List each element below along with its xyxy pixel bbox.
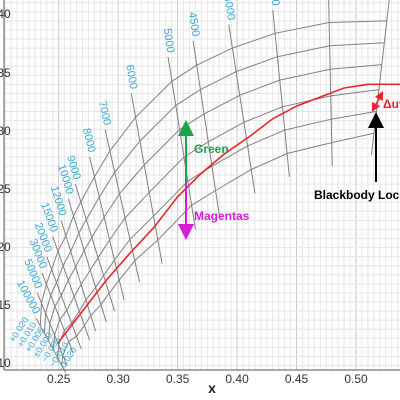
isotherm-12000 xyxy=(60,220,97,332)
y-tick-label: .25 xyxy=(0,182,11,196)
isotherm-100000 xyxy=(35,318,67,373)
x-tick-label: 0.35 xyxy=(166,372,190,386)
y-tick-label: .20 xyxy=(0,240,11,254)
axis-ticks: 0.25 0.30 0.35 0.40 0.45 0.50 .40 .35 .30 .25 .20.… xyxy=(0,7,368,386)
y-tick-label: .35 xyxy=(0,66,11,80)
x-tick-label: 0.40 xyxy=(225,372,249,386)
x-axis-label: x xyxy=(208,380,216,396)
isotherm-2500 xyxy=(370,0,390,156)
cct-label-4500: 4500 xyxy=(186,11,201,37)
isotherm-30000 xyxy=(41,272,74,353)
cct-label-7000: 7000 xyxy=(96,100,113,127)
isotherm-9000 xyxy=(74,183,116,312)
isotherm-4000 xyxy=(228,24,256,194)
magenta-label: Magentas xyxy=(194,209,250,223)
cct-label-6000: 6000 xyxy=(123,64,139,90)
cct-labels: 1000005000030000200001500012000100009000… xyxy=(14,0,281,316)
tint-band-3 xyxy=(52,89,380,350)
duv-label: Δuv xyxy=(383,97,400,111)
tint-band-0 xyxy=(39,20,387,326)
tint-labels: +0.020+0.010+0.005±0.000−0.005−0.010−0.0… xyxy=(7,315,78,374)
isotherm-lines xyxy=(35,0,390,373)
y-tick-label: .40 xyxy=(0,7,11,21)
isotherm-20000 xyxy=(46,256,82,350)
isotherm-50000 xyxy=(36,292,68,366)
isotherm-15000 xyxy=(52,236,91,341)
tint-bands xyxy=(39,20,387,366)
cct-label-8000: 8000 xyxy=(80,127,97,154)
blackbody-locus-line xyxy=(56,83,400,345)
x-tick-label: 0.25 xyxy=(47,372,71,386)
y-tick-label: .30 xyxy=(0,124,11,138)
isotherm-10000 xyxy=(67,198,107,323)
isotherm-6000 xyxy=(130,93,163,264)
cct-label-4000: 4000 xyxy=(221,0,237,21)
isotherm-8000 xyxy=(89,156,125,301)
green-label: Green xyxy=(194,142,229,156)
tint-band-4 xyxy=(57,110,377,358)
x-tick-label: 0.30 xyxy=(106,372,130,386)
isotherm-5000 xyxy=(167,57,196,230)
y-tick-label: .10 xyxy=(0,356,11,370)
x-tick-label: 0.45 xyxy=(285,372,309,386)
cct-label-5000: 5000 xyxy=(161,28,177,54)
tint-band-2 xyxy=(48,64,382,342)
duv-arrow xyxy=(371,91,384,112)
isotherm-7000 xyxy=(104,129,141,283)
isotherm-3000 xyxy=(328,0,333,166)
y-tick-label: .15 xyxy=(0,298,11,312)
tint-band-1 xyxy=(43,42,385,334)
isotherm-4500 xyxy=(192,40,220,216)
x-tick-label: 0.50 xyxy=(344,372,368,386)
cct-label-3500: 3500 xyxy=(267,0,281,6)
grid xyxy=(4,0,400,370)
tint-band-5 xyxy=(61,132,375,366)
isotherm-3500 xyxy=(272,9,290,177)
locus-label: Blackbody Locus xyxy=(314,188,400,202)
